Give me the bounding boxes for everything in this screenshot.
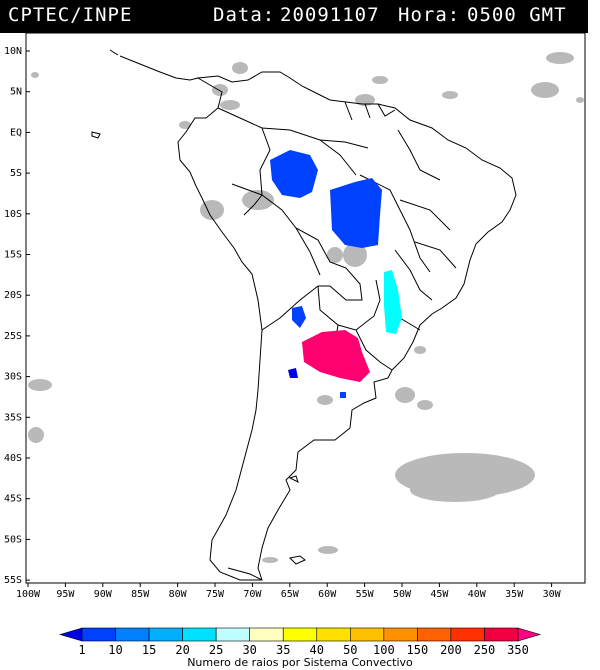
lon-label: 50W bbox=[393, 589, 412, 600]
storm-north-argentina-small bbox=[292, 306, 306, 328]
colorbar-swatch bbox=[148, 627, 183, 642]
colorbar-label: 100 bbox=[373, 643, 395, 657]
coastline bbox=[91, 49, 517, 581]
storm-amazon-west bbox=[270, 150, 318, 198]
hour-value: 0500 GMT bbox=[467, 4, 567, 26]
lon-label: 65W bbox=[281, 589, 300, 600]
lat-label: 25S bbox=[4, 331, 22, 342]
colorbar-label: 50 bbox=[343, 643, 357, 657]
colorbar-swatch bbox=[215, 627, 250, 642]
lon-label: 100W bbox=[16, 589, 41, 600]
lon-label: 80W bbox=[169, 589, 188, 600]
lat-label: 5S bbox=[10, 168, 22, 179]
colorbar-swatch bbox=[517, 627, 542, 642]
lat-label: 50S bbox=[4, 534, 22, 545]
colorbar-labels: 1 10 15 20 25 30 35 40 50 100 150 200 250 350 bbox=[78, 643, 528, 657]
lat-label: 20S bbox=[4, 290, 22, 301]
lon-label: 35W bbox=[505, 589, 524, 600]
colorbar-swatch bbox=[58, 627, 83, 642]
cloud-cover bbox=[28, 52, 584, 563]
date-label: Data: bbox=[213, 4, 276, 26]
date-value: 20091107 bbox=[280, 4, 380, 26]
colorbar-label: 350 bbox=[507, 643, 529, 657]
lat-label: 55S bbox=[4, 575, 22, 586]
lat-label: 40S bbox=[4, 453, 22, 464]
storm-southeast-cyan bbox=[384, 270, 402, 334]
lat-label: EQ bbox=[10, 127, 22, 138]
lat-label: 5N bbox=[10, 87, 22, 98]
colorbar-swatch bbox=[450, 627, 485, 642]
storm-argentina-tiny bbox=[288, 368, 298, 378]
lat-label: 30S bbox=[4, 372, 22, 383]
longitude-labels: 100W 95W 90W 85W 80W 75W 70W 65W 60W 55W 50W 45W 40W… bbox=[16, 583, 562, 600]
colorbar-label: 20 bbox=[175, 643, 189, 657]
lon-label: 30W bbox=[543, 589, 562, 600]
lon-label: 55W bbox=[356, 589, 375, 600]
lon-label: 45W bbox=[430, 589, 449, 600]
lon-label: 95W bbox=[56, 589, 75, 600]
lon-label: 40W bbox=[468, 589, 487, 600]
colorbar-label: 25 bbox=[209, 643, 223, 657]
lat-label: 35S bbox=[4, 412, 22, 423]
lon-label: 75W bbox=[206, 589, 225, 600]
colorbar bbox=[58, 627, 542, 642]
colorbar-swatch bbox=[182, 627, 217, 642]
lon-label: 60W bbox=[318, 589, 337, 600]
colorbar-swatch bbox=[81, 627, 116, 642]
colorbar-label: 30 bbox=[242, 643, 256, 657]
colorbar-label: 40 bbox=[310, 643, 324, 657]
colorbar-swatch bbox=[249, 627, 284, 642]
convective-systems bbox=[270, 150, 402, 398]
colorbar-swatch bbox=[383, 627, 418, 642]
colorbar-swatch bbox=[316, 627, 351, 642]
hour-label: Hora: bbox=[398, 4, 461, 26]
storm-uruguay-tiny bbox=[340, 392, 346, 398]
lat-label: 10N bbox=[4, 46, 22, 57]
colorbar-label: 200 bbox=[440, 643, 462, 657]
colorbar-label: 10 bbox=[108, 643, 122, 657]
colorbar-label: 150 bbox=[407, 643, 429, 657]
colorbar-label: 15 bbox=[142, 643, 156, 657]
colorbar-label: 250 bbox=[474, 643, 496, 657]
lat-label: 45S bbox=[4, 494, 22, 505]
storm-amazon-central bbox=[330, 178, 382, 248]
colorbar-swatch bbox=[417, 627, 452, 642]
storm-southern-magenta bbox=[302, 330, 370, 382]
colorbar-swatch bbox=[350, 627, 385, 642]
lat-label: 15S bbox=[4, 250, 22, 261]
lat-label: 10S bbox=[4, 209, 22, 220]
map-header: CPTEC/INPE Data: 20091107 Hora: 0500 GMT bbox=[0, 0, 588, 33]
colorbar-swatch bbox=[282, 627, 318, 642]
lon-label: 85W bbox=[131, 589, 150, 600]
source-label: CPTEC/INPE bbox=[8, 4, 133, 26]
colorbar-swatch bbox=[115, 627, 150, 642]
colorbar-title: Numero de raios por Sistema Convectivo bbox=[187, 656, 413, 669]
colorbar-label: 1 bbox=[78, 643, 85, 657]
colorbar-swatch bbox=[484, 627, 519, 642]
lon-label: 70W bbox=[243, 589, 262, 600]
lon-label: 90W bbox=[94, 589, 113, 600]
latitude-labels: 10N 5N EQ 5S 10S 15S 20S 25S 30S 35S 40S 45S 50S 55S bbox=[4, 46, 30, 586]
map-border bbox=[25, 32, 586, 584]
colorbar-label: 35 bbox=[276, 643, 290, 657]
